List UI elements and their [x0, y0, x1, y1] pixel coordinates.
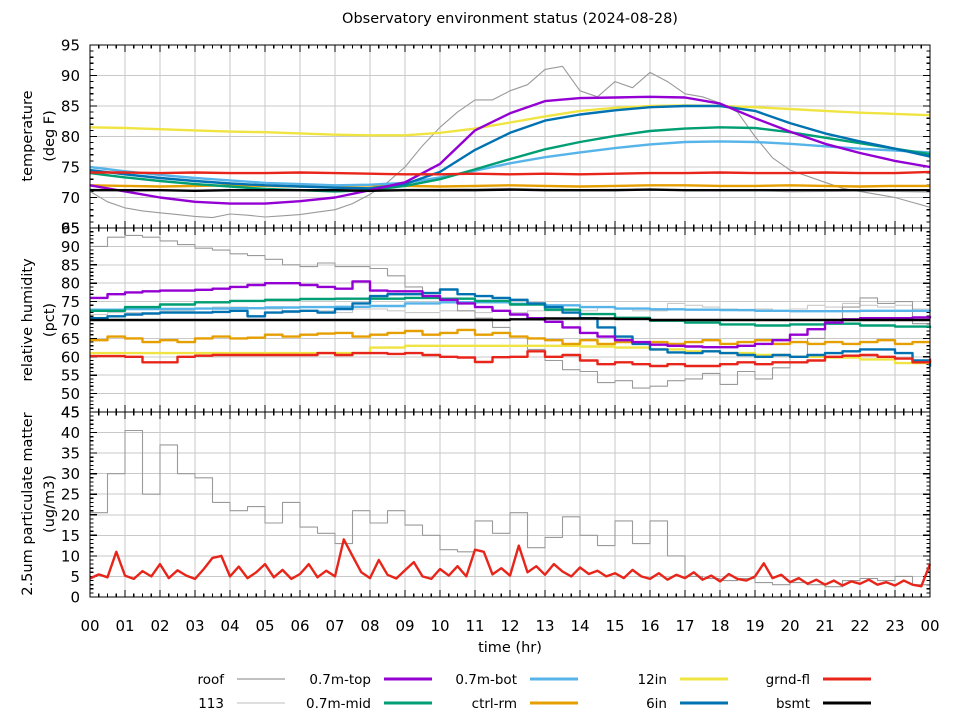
- x-tick-label-21: 21: [815, 617, 834, 635]
- y-tick-label-relative_humidity-85: 85: [61, 256, 80, 274]
- x-tick-label-8: 08: [360, 617, 379, 635]
- x-tick-label-20: 20: [780, 617, 799, 635]
- y-tick-label-particulate_matter_2_5um-25: 25: [61, 486, 80, 504]
- legend-label-12in: 12in: [638, 672, 668, 688]
- y-tick-label-temperature-65: 65: [61, 220, 80, 238]
- y-tick-label-particulate_matter_2_5um-45: 45: [61, 404, 80, 422]
- x-tick-label-12: 12: [500, 617, 519, 635]
- legend-label-ctrl-rm: ctrl-rm: [472, 696, 517, 712]
- gridlines-particulate_matter_2_5um: [90, 412, 930, 597]
- x-tick-label-2: 02: [150, 617, 169, 635]
- x-tick-label-18: 18: [710, 617, 729, 635]
- y-tick-label-particulate_matter_2_5um-30: 30: [61, 465, 80, 483]
- series-relative_humidity-grnd-fl: [90, 350, 932, 368]
- y-tick-label-temperature-75: 75: [61, 159, 80, 177]
- series-relative_humidity-0.7m-top: [90, 280, 932, 349]
- x-tick-label-7: 07: [325, 617, 344, 635]
- y-tick-label-relative_humidity-70: 70: [61, 312, 80, 330]
- y-tick-label-temperature-95: 95: [61, 37, 80, 55]
- chart-panels: 6570758085909545505560657075808590950510…: [61, 37, 932, 607]
- x-axis-label: time (hr): [478, 640, 542, 656]
- y-axis-label-pm25-units: (ug/m3): [42, 475, 58, 533]
- x-tick-label-23: 23: [885, 617, 904, 635]
- chart-title: Observatory environment status (2024-08-…: [342, 11, 678, 27]
- legend-label-0.7m-top: 0.7m-top: [309, 672, 371, 688]
- legend-label-113: 113: [198, 696, 224, 712]
- series-temperature-0.7m-bot: [89, 140, 931, 187]
- series-temperature-6in: [89, 104, 931, 190]
- x-tick-label-16: 16: [640, 617, 659, 635]
- legend-label-bsmt: bsmt: [776, 696, 810, 712]
- legend-label-6in: 6in: [646, 696, 667, 712]
- x-tick-label-10: 10: [430, 617, 449, 635]
- y-tick-label-particulate_matter_2_5um-15: 15: [61, 527, 80, 545]
- x-tick-label-24: 00: [920, 617, 939, 635]
- x-tick-label-11: 11: [465, 617, 484, 635]
- y-axis-label-temperature-units: (deg F): [42, 110, 58, 162]
- y-tick-label-particulate_matter_2_5um-0: 0: [70, 589, 80, 607]
- y-tick-label-particulate_matter_2_5um-20: 20: [61, 506, 80, 524]
- y-tick-label-relative_humidity-95: 95: [61, 220, 80, 238]
- x-tick-label-3: 03: [185, 617, 204, 635]
- x-tick-label-9: 09: [395, 617, 414, 635]
- x-tick-label-15: 15: [605, 617, 624, 635]
- series-temperature-12in: [89, 104, 931, 137]
- series-temperature-roof: [89, 65, 931, 219]
- y-tick-label-relative_humidity-45: 45: [61, 404, 80, 422]
- y-tick-label-relative_humidity-65: 65: [61, 330, 80, 348]
- y-tick-label-relative_humidity-60: 60: [61, 348, 80, 366]
- x-axis-tick-labels: 00 01 02 03 04 05 06 07 08 09 10 11 12 13 14 15 16 17 18 19…: [80, 617, 939, 635]
- y-axis-label-humidity-units: (pct): [42, 303, 58, 337]
- panel-temperature: 65 70 75 80 85 90 95: [61, 37, 931, 238]
- panel-particulate_matter_2_5um: 0 5 10 15 20 25 30 35 40 45: [61, 404, 932, 607]
- y-axis-label-humidity: relative humidity: [20, 258, 36, 382]
- y-tick-label-temperature-70: 70: [61, 189, 80, 207]
- series-temperature-grnd-fl: [90, 170, 931, 176]
- series-relative_humidity-ctrl-rm: [90, 328, 930, 346]
- x-tick-label-22: 22: [850, 617, 869, 635]
- y-tick-label-relative_humidity-50: 50: [61, 385, 80, 403]
- series-relative_humidity-bsmt: [90, 317, 930, 322]
- y-tick-label-particulate_matter_2_5um-10: 10: [61, 547, 80, 565]
- x-tick-label-14: 14: [570, 617, 589, 635]
- legend-label-grnd-fl: grnd-fl: [766, 672, 810, 688]
- legend-label-roof: roof: [197, 672, 225, 688]
- chart-legend: roof 0.7m-top 0.7m-bot 12in grnd-fl 113 0.7m-m…: [197, 672, 871, 712]
- x-tick-label-4: 04: [220, 617, 239, 635]
- series-relative_humidity-6in: [90, 288, 932, 367]
- series-particulate_matter_2_5um-grnd-fl: [89, 538, 932, 588]
- x-tick-label-19: 19: [745, 617, 764, 635]
- x-tick-label-0: 00: [80, 617, 99, 635]
- legend-label-0.7m-bot: 0.7m-bot: [455, 672, 517, 688]
- y-tick-label-particulate_matter_2_5um-5: 5: [70, 568, 80, 586]
- y-tick-label-relative_humidity-75: 75: [61, 293, 80, 311]
- y-axis-label-temperature: temperature: [20, 90, 36, 181]
- y-tick-label-temperature-80: 80: [61, 128, 80, 146]
- x-tick-label-17: 17: [675, 617, 694, 635]
- y-tick-label-relative_humidity-80: 80: [61, 275, 80, 293]
- x-tick-label-1: 01: [115, 617, 134, 635]
- y-tick-label-temperature-90: 90: [61, 67, 80, 85]
- y-tick-label-temperature-85: 85: [61, 98, 80, 116]
- y-tick-label-relative_humidity-90: 90: [61, 238, 80, 256]
- series-temperature-bsmt: [90, 188, 930, 192]
- legend-label-0.7m-mid: 0.7m-mid: [306, 696, 371, 712]
- x-tick-label-13: 13: [535, 617, 554, 635]
- y-axis-label-pm25: 2.5um particulate matter: [20, 412, 36, 595]
- x-tick-label-6: 06: [290, 617, 309, 635]
- x-tick-label-5: 05: [255, 617, 274, 635]
- series-temperature-0.7m-top: [89, 95, 931, 205]
- y-tick-label-particulate_matter_2_5um-35: 35: [61, 445, 80, 463]
- y-tick-label-particulate_matter_2_5um-40: 40: [61, 424, 80, 442]
- y-tick-label-relative_humidity-55: 55: [61, 367, 80, 385]
